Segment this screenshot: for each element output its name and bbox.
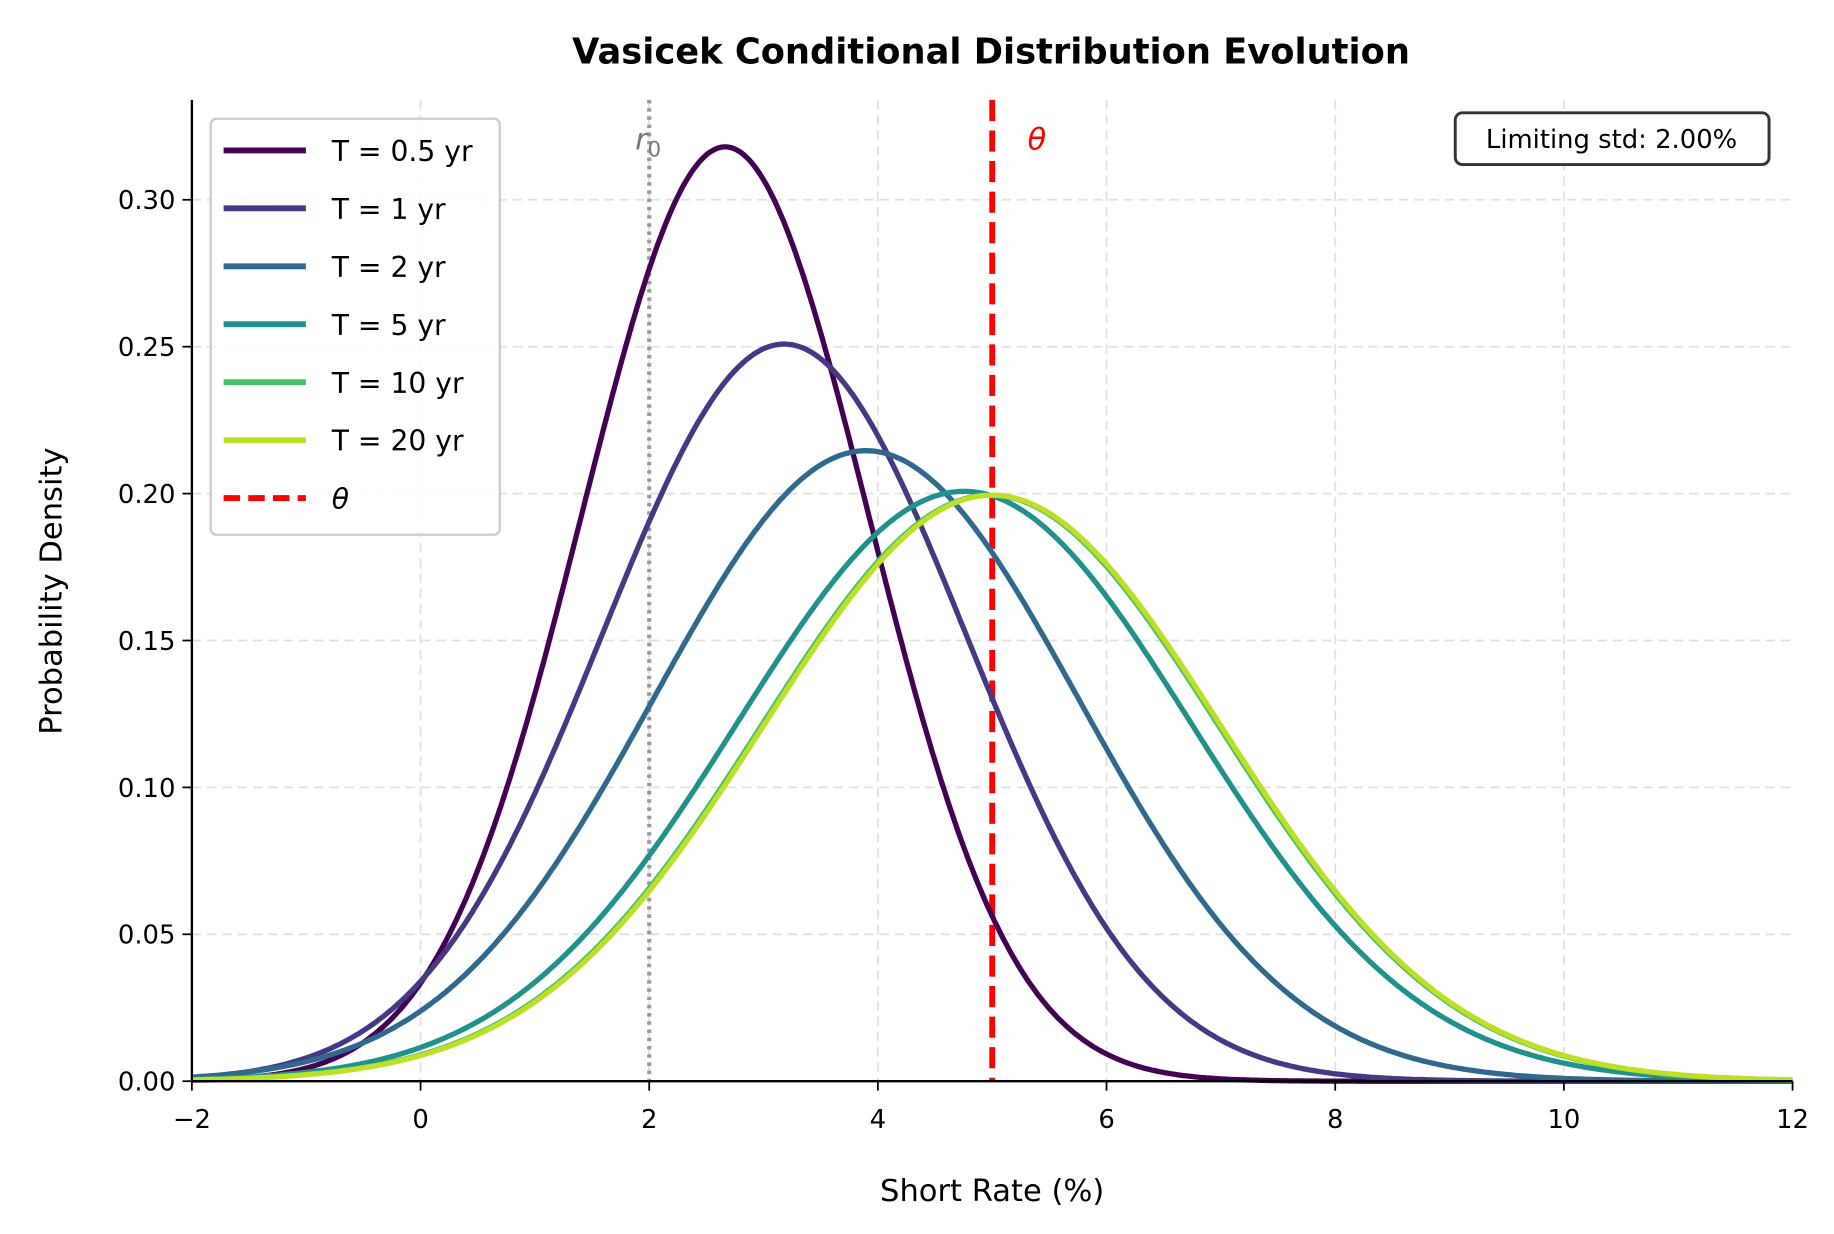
y-tick-label: 0.05 bbox=[118, 921, 176, 951]
series-curve bbox=[191, 448, 1793, 1084]
r0-label-subscript: 0 bbox=[648, 136, 661, 161]
r0-label: r0 bbox=[635, 122, 661, 161]
legend: T = 0.5 yr T = 1 yr T = 2 yr T = 5 yr T = 10… bbox=[209, 117, 501, 536]
y-tick-label: 0.25 bbox=[118, 333, 176, 363]
y-tick-label: 0.10 bbox=[118, 774, 176, 804]
annotation-text: Limiting std: 2.00% bbox=[1486, 125, 1737, 155]
x-tick-label: 4 bbox=[870, 1105, 886, 1135]
theta-label: θ bbox=[1027, 122, 1046, 157]
legend-label: T = 0.5 yr bbox=[331, 135, 473, 168]
y-tick-label: 0.20 bbox=[118, 480, 176, 510]
legend-label: T = 5 yr bbox=[331, 309, 446, 342]
legend-label: T = 2 yr bbox=[331, 251, 446, 284]
axes: −2 0 2 4 6 8 10 12 0.00 0.05 0.10 0.15 0.20 0.25 0.30 bbox=[118, 99, 1809, 1135]
chart-title: Vasicek Conditional Distribution Evoluti… bbox=[572, 31, 1410, 72]
legend-label: T = 10 yr bbox=[331, 367, 464, 400]
series-curve bbox=[191, 492, 1793, 1083]
y-tick-label: 0.30 bbox=[118, 186, 176, 216]
y-tick-label: 0.00 bbox=[118, 1068, 176, 1098]
x-tick-label: 12 bbox=[1776, 1105, 1809, 1135]
annotation-box: Limiting std: 2.00% bbox=[1453, 111, 1771, 167]
x-tick-label: −2 bbox=[173, 1105, 211, 1135]
legend-label: T = 1 yr bbox=[331, 193, 446, 226]
legend-label: T = 20 yr bbox=[331, 425, 464, 458]
x-tick-label: 10 bbox=[1547, 1105, 1580, 1135]
x-tick-label: 8 bbox=[1327, 1105, 1343, 1135]
x-tick-label: 6 bbox=[1098, 1105, 1114, 1135]
x-tick-label: 0 bbox=[412, 1105, 428, 1135]
legend-frame bbox=[209, 117, 501, 536]
x-axis-label: Short Rate (%) bbox=[880, 1174, 1104, 1209]
y-tick-label: 0.15 bbox=[118, 627, 176, 657]
x-tick-label: 2 bbox=[641, 1105, 657, 1135]
y-axis-label: Probability Density bbox=[34, 447, 69, 734]
legend-label: θ bbox=[332, 483, 349, 516]
